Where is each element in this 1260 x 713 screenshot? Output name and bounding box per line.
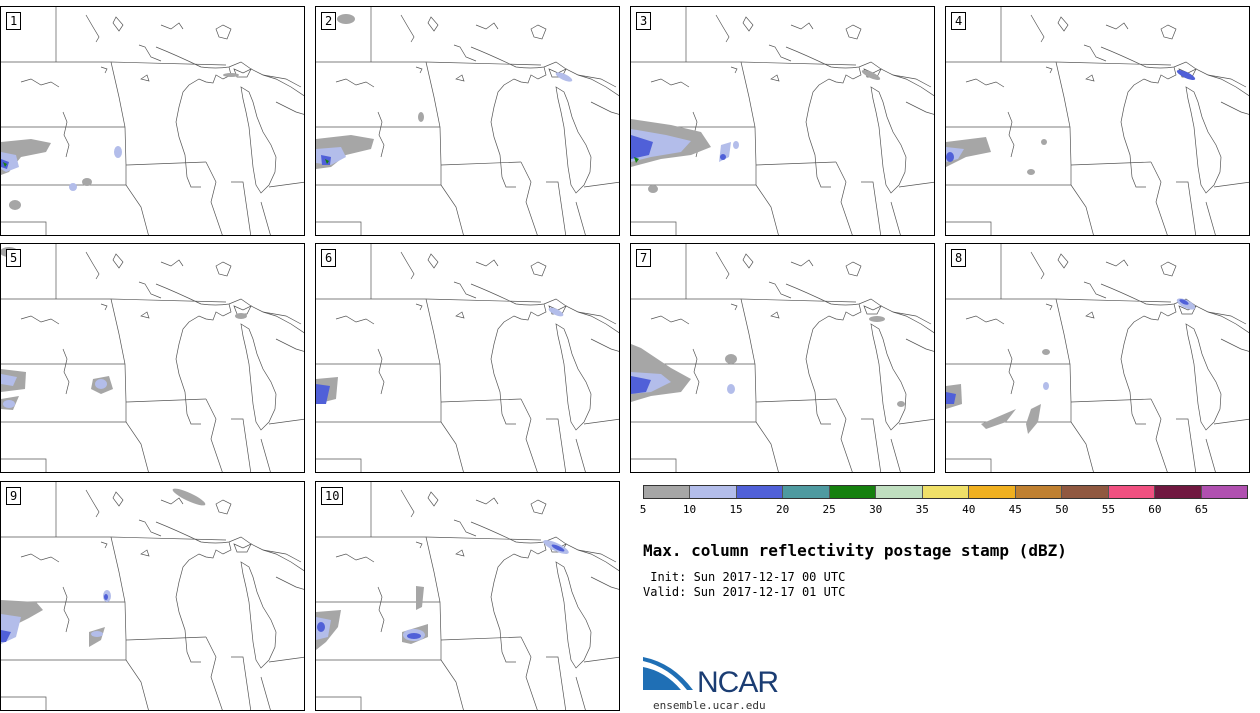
- colorbar: [643, 485, 1248, 499]
- colorbar-tick-label: 15: [729, 503, 743, 516]
- panel-label: 6: [321, 249, 337, 267]
- colorbar-tick-label: 20: [775, 503, 790, 516]
- init-time: Init: Sun 2017-12-17 00 UTC: [643, 570, 846, 584]
- colorbar-swatch: [1015, 486, 1063, 498]
- colorbar-tick-label: 60: [1148, 503, 1162, 516]
- map-basemap: [631, 244, 934, 472]
- map-panel-8: 8: [945, 243, 1250, 473]
- page-title: Max. column reflectivity postage stamp (…: [643, 541, 1067, 560]
- colorbar-swatch: [829, 486, 877, 498]
- map-panel-9: 9: [0, 481, 305, 711]
- panel-label: 5: [6, 249, 22, 267]
- map-panel-2: 2: [315, 6, 620, 236]
- colorbar-tick-label: 10: [682, 503, 697, 516]
- colorbar-swatch: [690, 486, 737, 498]
- map-panel-1: 1: [0, 6, 305, 236]
- map-basemap: [946, 244, 1249, 472]
- panel-label: 10: [321, 487, 344, 505]
- map-basemap: [316, 244, 619, 472]
- colorbar-swatch: [1108, 486, 1156, 498]
- colorbar-swatch: [969, 486, 1016, 498]
- map-panel-5: 5: [0, 243, 305, 473]
- map-basemap: [1, 7, 304, 235]
- map-panel-3: 3: [630, 6, 935, 236]
- panel-label: 7: [636, 249, 652, 267]
- colorbar-swatch: [783, 486, 830, 498]
- panel-label: 9: [6, 487, 22, 505]
- colorbar-tick-label: 40: [962, 503, 976, 516]
- colorbar-tick-label: 25: [822, 503, 836, 516]
- colorbar-tick-label: 50: [1055, 503, 1069, 516]
- map-basemap: [1, 482, 304, 710]
- map-basemap: [316, 482, 619, 710]
- colorbar-tick-label: 5: [639, 503, 647, 516]
- colorbar-tick-label: 45: [1008, 503, 1022, 516]
- colorbar-swatch: [736, 486, 784, 498]
- colorbar-swatch: [1201, 486, 1248, 498]
- map-basemap: [1, 244, 304, 472]
- panel-label: 4: [951, 12, 967, 30]
- ncar-logo: [643, 657, 693, 690]
- panel-label: 3: [636, 12, 652, 30]
- map-panel-7: 7: [630, 243, 935, 473]
- colorbar-tick-label: 30: [869, 503, 883, 516]
- valid-time: Valid: Sun 2017-12-17 01 UTC: [643, 585, 846, 599]
- colorbar-swatch: [1155, 486, 1202, 498]
- colorbar-tick-label: 65: [1194, 503, 1209, 516]
- map-basemap: [946, 7, 1249, 235]
- panel-label: 1: [6, 12, 22, 30]
- colorbar-swatch: [1062, 486, 1109, 498]
- ncar-logo-text: NCAR: [697, 666, 779, 699]
- colorbar-tick-label: 55: [1101, 503, 1115, 516]
- colorbar-swatch: [644, 486, 691, 498]
- panel-label: 2: [321, 12, 337, 30]
- colorbar-swatch: [922, 486, 970, 498]
- map-panel-10: 10: [315, 481, 620, 711]
- site-url: ensemble.ucar.edu: [653, 699, 766, 712]
- map-panel-6: 6: [315, 243, 620, 473]
- colorbar-swatch: [876, 486, 923, 498]
- panel-label: 8: [951, 249, 967, 267]
- map-basemap: [631, 7, 934, 235]
- colorbar-tick-label: 35: [915, 503, 929, 516]
- map-panel-4: 4: [945, 6, 1250, 236]
- map-basemap: [316, 7, 619, 235]
